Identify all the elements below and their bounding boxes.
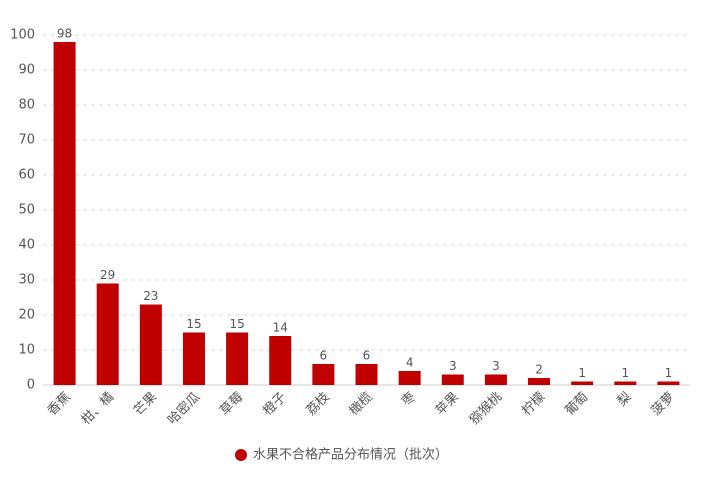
x-tick-label: 芒果: [130, 389, 160, 419]
x-tick-label: 哈密瓜: [164, 389, 203, 428]
y-tick-label: 50: [18, 203, 35, 218]
data-label: 1: [578, 366, 586, 380]
bar: [53, 42, 76, 385]
x-tick-label: 猕猴桃: [467, 390, 505, 428]
bar: [614, 381, 637, 385]
bar: [571, 381, 594, 385]
data-label: 4: [406, 356, 414, 370]
x-tick-label: 荔枝: [304, 390, 333, 419]
y-tick-label: 100: [10, 28, 35, 43]
y-tick-label: 30: [18, 273, 35, 288]
y-tick-label: 10: [18, 343, 35, 358]
x-tick-label: 柠檬: [519, 390, 548, 419]
bar: [182, 332, 205, 385]
bar: [139, 304, 162, 385]
bar: [441, 374, 464, 385]
y-tick-label: 90: [18, 63, 35, 78]
y-tick-label: 60: [18, 168, 35, 183]
data-label: 1: [621, 366, 629, 380]
data-label: 15: [186, 317, 201, 331]
data-label: 14: [273, 321, 288, 335]
data-label: 3: [492, 359, 500, 373]
y-tick-label: 40: [18, 238, 35, 253]
x-tick-label: 葡萄: [562, 390, 591, 419]
y-tick-label: 80: [18, 98, 35, 113]
data-label: 6: [363, 349, 371, 363]
x-tick-label: 橙子: [261, 390, 290, 419]
x-tick-label: 梨: [615, 390, 635, 410]
y-tick-label: 20: [18, 308, 35, 323]
data-label: 3: [449, 359, 457, 373]
x-tick-label: 草莓: [217, 390, 246, 419]
x-tick-label: 柑、橘: [78, 389, 117, 428]
bar: [226, 332, 249, 385]
bar: [398, 371, 421, 385]
x-tick-label: 橄榄: [346, 389, 376, 419]
data-label: 29: [100, 268, 115, 282]
legend-label: 水果不合格产品分布情况（批次）: [253, 447, 448, 463]
data-label: 6: [320, 349, 328, 363]
bar: [312, 364, 335, 385]
data-label: 23: [143, 289, 158, 303]
bar: [96, 283, 119, 385]
x-tick-label: 香蕉: [45, 390, 74, 419]
data-label: 15: [229, 317, 244, 331]
x-tick-label: 苹果: [433, 390, 462, 419]
bar: [269, 336, 292, 385]
y-tick-label: 70: [18, 133, 35, 148]
bar: [355, 364, 378, 385]
data-label: 1: [665, 366, 673, 380]
x-tick-label: 菠萝: [649, 390, 678, 419]
x-tick-label: 枣: [399, 390, 419, 410]
data-label: 98: [57, 27, 72, 41]
legend-marker: [235, 449, 247, 461]
bar: [484, 374, 507, 385]
bar: [657, 381, 680, 385]
y-tick-label: 0: [27, 378, 35, 393]
bar: [528, 378, 551, 385]
data-label: 2: [535, 363, 543, 377]
